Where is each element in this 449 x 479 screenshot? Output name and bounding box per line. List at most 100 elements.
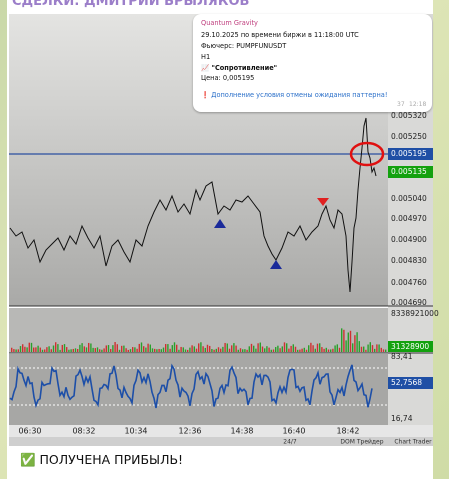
volume-bar [325,347,327,352]
volume-bar [303,347,305,352]
toolbar-button[interactable]: DOM Трейдер [340,439,383,446]
volume-bar [378,344,380,352]
volume-bar [220,348,222,352]
indicator-label: 52,7568 [391,378,422,387]
volume-bar [24,346,26,352]
volume-bar [149,344,151,352]
volume-bar [94,348,96,352]
volume-bar [231,345,233,352]
volume-bar [74,348,77,352]
volume-bar [376,344,378,352]
volume-bar [209,345,211,352]
volume-bar [259,342,261,352]
volume-bar [46,347,48,352]
volume-bar [294,346,297,352]
volume-bar [360,346,363,352]
volume-bar [248,346,250,352]
volume-bar [224,342,226,352]
volume-bar [114,342,116,352]
volume-bar [314,348,316,352]
volume-bar [72,348,74,352]
volume-bar [171,345,173,352]
volume-bar [345,340,347,352]
volume-bar [99,349,101,352]
volume-bar [369,342,371,352]
volume-bar [356,332,358,352]
bubble-line: 29.10.2025 по времени биржи в 11:18:00 U… [201,31,359,39]
volume-bar [237,349,239,352]
volume-bar [151,348,154,352]
volume-bar [187,349,189,352]
volume-bar [169,348,171,352]
volume-bar [154,348,156,352]
toolbar-button[interactable]: Chart Trader [394,439,432,446]
volume-bar [242,349,244,352]
volume-bar [132,347,134,352]
volume-bar [13,349,15,352]
volume-bar [385,349,387,352]
volume-bar [173,342,176,352]
volume-bar [272,349,275,352]
volume-bar [217,347,220,352]
price-label: 0.004970 [391,214,427,223]
volume-bar [323,348,325,352]
volume-bar [77,349,79,352]
volume-bar [316,343,319,352]
caption: ✅ ПОЛУЧЕНА ПРИБЫЛЬ! [20,452,184,467]
volume-bar [180,346,182,352]
price-label: 0.005040 [391,194,427,203]
volume-bar [162,347,165,352]
volume-bar [158,348,160,352]
volume-bar [105,345,107,352]
volume-bar [365,349,367,352]
volume-bar [92,347,94,352]
volume-bar [334,345,336,352]
volume-bar [17,349,19,352]
volume-bar [261,346,264,352]
volume-bar [110,348,112,352]
volume-bar [52,345,55,352]
volume-bar [160,349,162,352]
volume-bar [200,342,202,352]
bubble-notice[interactable]: ❗ Дополнение условия отмены ожидания пат… [201,91,388,99]
volume-bar [50,349,52,352]
volume-bar [338,347,341,352]
price-badge [388,166,433,178]
price-label: 0.004690 [391,298,427,307]
price-badge [388,148,433,160]
volume-bar [118,349,121,352]
volume-bar [215,348,217,352]
volume-bar [239,348,242,352]
volume-bar [19,346,22,352]
volume-bar [246,349,248,352]
volume-bar [37,345,39,352]
volume-label: 31328900 [391,342,429,351]
volume-bar [312,345,314,352]
volume-bar [204,347,206,352]
pattern-marker [214,219,226,228]
volume-bar [59,349,61,352]
volume-bar [257,343,259,352]
highlight-circle [349,141,385,167]
volume-bar [382,349,385,352]
volume-bar [363,346,365,352]
volume-bar [279,348,281,352]
volume-bar [48,346,50,352]
toolbar-button[interactable]: 24/7 [283,439,297,446]
volume-bar [182,347,184,352]
volume-bar [226,343,228,352]
indicator-label: 83,41 [391,352,413,361]
volume-bar [90,343,92,352]
volume-bar [301,348,303,352]
volume-bar [81,343,83,352]
volume-bar [253,345,255,352]
volume-bar [336,344,338,352]
volume-bar [61,344,63,352]
volume-bar [321,347,323,352]
volume-bar [165,344,167,352]
volume-bar [275,347,277,352]
volume-bar [68,349,70,352]
volume-bar [101,349,103,352]
volume-bar [30,342,33,352]
